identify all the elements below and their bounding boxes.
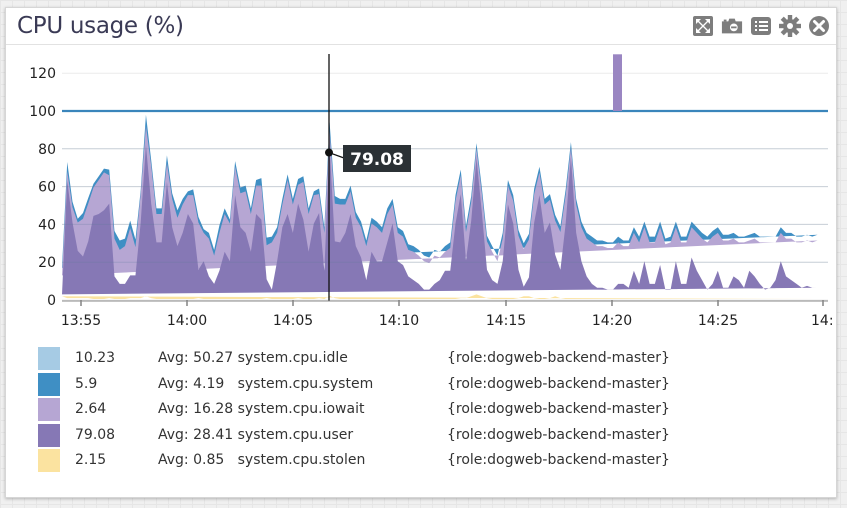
legend-swatch bbox=[38, 423, 60, 447]
x-tick-label: 13:55 bbox=[61, 313, 101, 329]
tooltip-pointer bbox=[328, 151, 345, 159]
legend-value: 10.23 bbox=[75, 350, 116, 366]
x-tick-label: 14: bbox=[811, 313, 834, 329]
x-tick-label: 14:00 bbox=[167, 313, 207, 329]
legend-value: 2.64 bbox=[75, 401, 107, 417]
legend-row[interactable]: 5.9 Avg: 4.19 system.cpu.system {role:do… bbox=[38, 372, 818, 398]
x-tick-label: 14:10 bbox=[379, 313, 419, 329]
tooltip-value: 79.08 bbox=[350, 150, 404, 170]
legend-row[interactable]: 79.08 Avg: 28.41 system.cpu.user {role:d… bbox=[38, 423, 818, 449]
legend-value: 2.15 bbox=[75, 452, 107, 468]
y-tick-label: 100 bbox=[29, 104, 56, 120]
legend-metric: Avg: 16.28 system.cpu.iowait bbox=[158, 401, 365, 417]
chart-legend: 10.23 Avg: 50.27 system.cpu.idle {role:d… bbox=[38, 346, 818, 474]
legend-row[interactable]: 2.64 Avg: 16.28 system.cpu.iowait {role:… bbox=[38, 397, 818, 423]
list-icon[interactable] bbox=[750, 15, 772, 37]
gear-icon[interactable] bbox=[779, 15, 801, 37]
tooltip-box bbox=[343, 145, 411, 172]
series-user bbox=[62, 145, 818, 295]
legend-row[interactable]: 2.15 Avg: 0.85 system.cpu.stolen {role:d… bbox=[38, 448, 818, 474]
legend-tag: {role:dogweb-backend-master} bbox=[447, 452, 670, 468]
widget-title: CPU usage (%) bbox=[17, 13, 184, 39]
series-iowait bbox=[62, 126, 818, 276]
x-tick-label: 14:25 bbox=[698, 313, 738, 329]
legend-tag: {role:dogweb-backend-master} bbox=[447, 350, 670, 366]
x-tick-label: 14:15 bbox=[486, 313, 526, 329]
series-stolen bbox=[62, 294, 818, 300]
y-tick-label: 40 bbox=[38, 217, 56, 233]
y-tick-label: 80 bbox=[38, 142, 56, 158]
y-tick-label: 20 bbox=[38, 255, 56, 271]
y-tick-label: 60 bbox=[38, 180, 56, 196]
legend-value: 5.9 bbox=[75, 375, 98, 392]
cpu-stacked-area-chart[interactable]: 0 20 40 60 80 100 120 13:55 14:00 14:05 14:10 14:15… bbox=[6, 8, 836, 338]
x-tick-label: 14:20 bbox=[592, 313, 632, 329]
legend-metric: Avg: 4.19 system.cpu.system bbox=[158, 375, 374, 392]
expand-icon[interactable] bbox=[692, 15, 714, 37]
camera-icon[interactable] bbox=[721, 15, 743, 37]
y-tick-label: 0 bbox=[47, 293, 56, 309]
legend-tag: {role:dogweb-backend-master} bbox=[447, 401, 670, 417]
legend-row[interactable]: 10.23 Avg: 50.27 system.cpu.idle {role:d… bbox=[38, 346, 818, 372]
legend-tag: {role:dogweb-backend-master} bbox=[447, 375, 670, 392]
legend-swatch bbox=[38, 347, 60, 370]
legend-tag: {role:dogweb-backend-master} bbox=[447, 426, 670, 443]
widget-header: CPU usage (%) bbox=[6, 8, 836, 45]
legend-metric: Avg: 0.85 system.cpu.stolen bbox=[158, 452, 366, 468]
cpu-usage-widget: CPU usage (%) 0 20 40 60 80 100 120 13:55 14:00 1… bbox=[5, 7, 837, 498]
x-tick-label: 14:05 bbox=[273, 313, 313, 329]
legend-metric: Avg: 50.27 system.cpu.idle bbox=[158, 350, 348, 366]
y-tick-label: 120 bbox=[29, 66, 56, 82]
legend-metric: Avg: 28.41 system.cpu.user bbox=[158, 426, 354, 443]
widget-toolbar bbox=[692, 15, 830, 37]
legend-swatch bbox=[38, 372, 60, 396]
user-spike-bar bbox=[613, 54, 622, 111]
legend-value: 79.08 bbox=[75, 426, 116, 443]
close-icon[interactable] bbox=[808, 15, 830, 37]
legend-swatch bbox=[38, 449, 60, 472]
legend-swatch bbox=[38, 398, 60, 421]
